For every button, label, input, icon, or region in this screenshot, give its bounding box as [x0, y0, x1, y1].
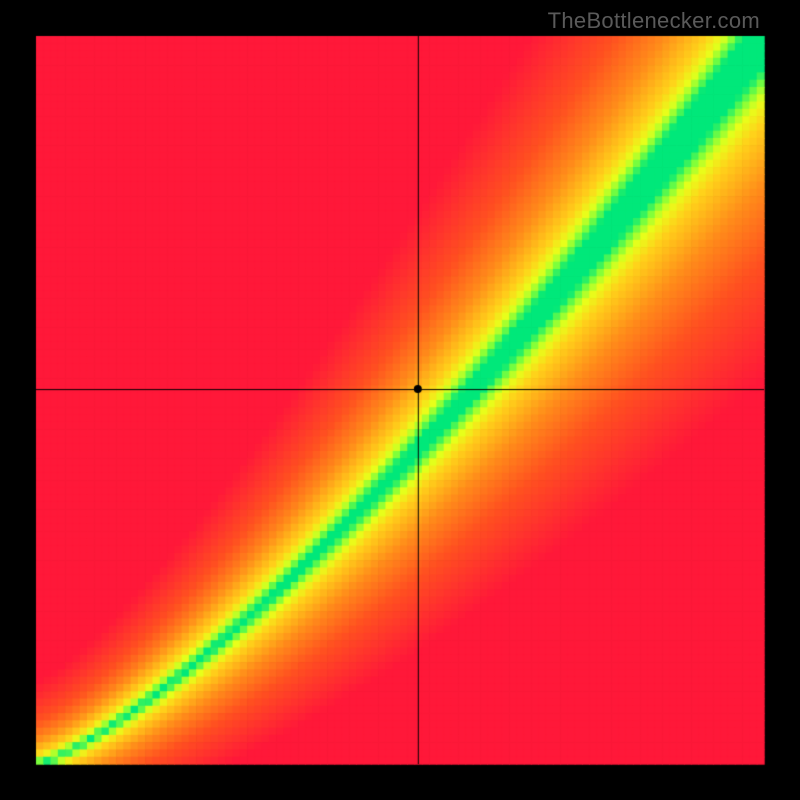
- bottleneck-heatmap: [0, 0, 800, 800]
- chart-container: TheBottlenecker.com: [0, 0, 800, 800]
